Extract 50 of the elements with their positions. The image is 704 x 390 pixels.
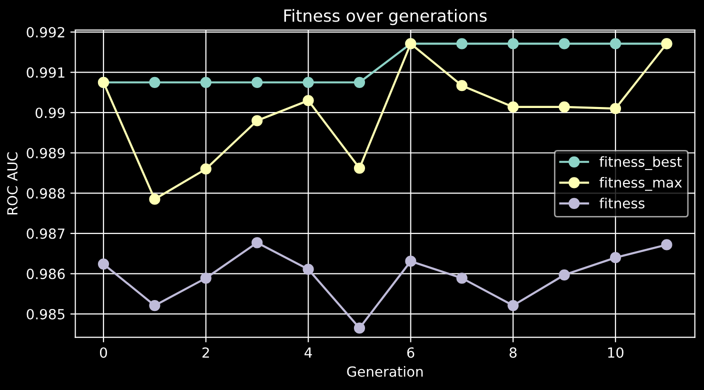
x-tick-label: 8 — [510, 347, 517, 358]
y-tick-label: 0.989 — [26, 148, 65, 158]
point — [456, 272, 468, 284]
point — [661, 239, 672, 250]
point — [302, 264, 314, 275]
point — [610, 252, 622, 264]
x-axis-title: Generation — [347, 366, 423, 377]
point — [610, 103, 622, 114]
point — [456, 38, 468, 50]
x-tick-label: 4 — [304, 348, 312, 358]
point — [405, 256, 416, 267]
point — [252, 76, 263, 88]
x-tick-label: 2 — [202, 347, 209, 358]
point — [508, 101, 519, 113]
x-tick-label: 10 — [608, 347, 624, 358]
y-tick-label: 0.987 — [26, 228, 64, 239]
y-tick-label: 0.988 — [26, 188, 65, 199]
point — [354, 76, 366, 88]
y-tick-label: 0.992 — [26, 27, 64, 38]
point — [354, 322, 366, 334]
point — [252, 115, 263, 126]
y-tick-label: 0.985 — [26, 308, 64, 320]
point — [508, 300, 519, 312]
point — [508, 38, 519, 50]
point — [149, 194, 160, 205]
point — [149, 300, 160, 312]
point — [610, 38, 622, 50]
point — [558, 38, 570, 50]
point — [98, 258, 110, 270]
x-tick-label: 0 — [100, 347, 107, 358]
point — [302, 94, 314, 106]
point — [302, 76, 314, 88]
point — [149, 76, 160, 88]
chart-title: Fitness over generations — [284, 9, 487, 26]
legend-label: fitness — [599, 198, 644, 208]
point — [200, 163, 212, 175]
point — [354, 162, 366, 174]
point — [456, 80, 468, 92]
x-tick-label: 6 — [407, 347, 414, 358]
y-tick-label: 0.991 — [26, 67, 64, 78]
y-axis-title: ROC AUC — [7, 152, 18, 214]
point — [558, 269, 570, 280]
point — [200, 272, 212, 284]
point — [200, 76, 212, 88]
y-tick-label: 0.99 — [36, 108, 65, 118]
point — [252, 237, 263, 248]
legend-label: fitness_best — [599, 156, 682, 170]
point — [558, 101, 570, 113]
legend-label: fitness_max — [599, 176, 682, 191]
y-tick-label: 0.986 — [26, 268, 65, 280]
